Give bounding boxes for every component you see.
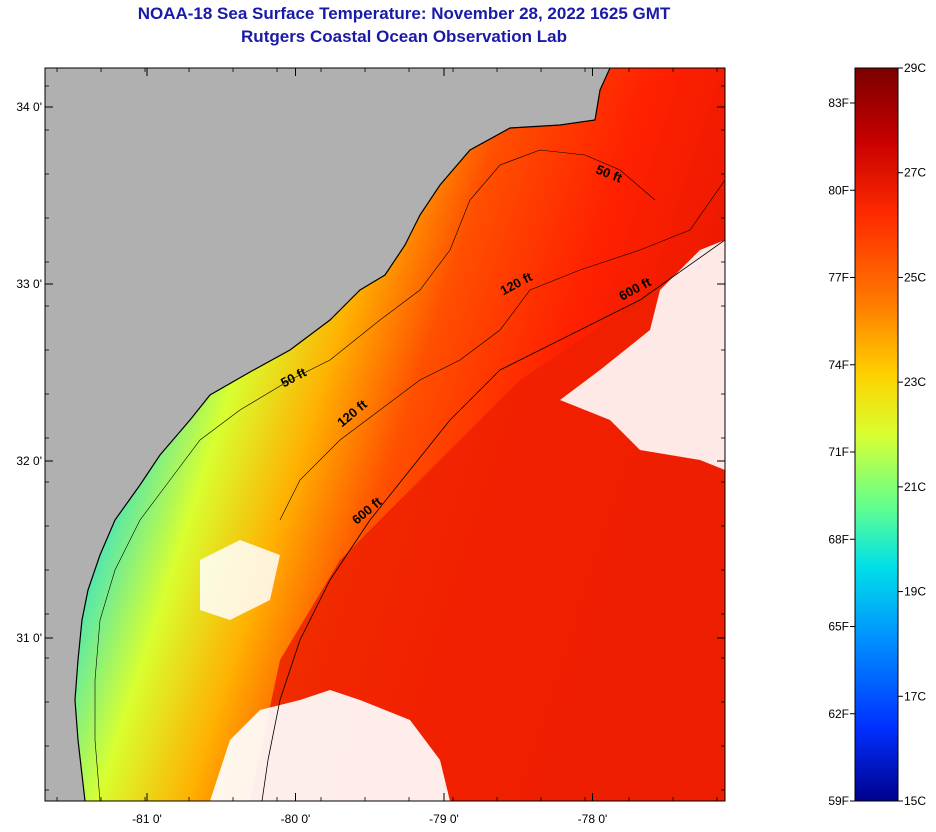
fahrenheit-label: 65F: [828, 620, 849, 634]
lat-tick-label: 33 0': [16, 277, 42, 291]
fahrenheit-label: 83F: [828, 96, 849, 110]
celsius-label: 19C: [904, 585, 926, 599]
lat-tick-label: 32 0': [16, 454, 42, 468]
cloud-mask-southwest: [200, 540, 280, 620]
fahrenheit-label: 74F: [828, 358, 849, 372]
lat-tick-label: 31 0': [16, 631, 42, 645]
lon-tick-label: -78 0': [578, 812, 608, 826]
fahrenheit-label: 80F: [828, 183, 849, 197]
celsius-label: 27C: [904, 166, 926, 180]
lon-tick-label: -81 0': [132, 812, 162, 826]
lat-tick-label: 34 0': [16, 100, 42, 114]
map-subtitle: Rutgers Coastal Ocean Observation Lab: [241, 27, 567, 46]
land-mass: [45, 68, 610, 801]
temperature-colorbar: 29C 27C 25C 23C 21C 19C 17C 15C 83F 80F 77F 74F 71F 6…: [828, 61, 926, 808]
cloud-mask-east: [560, 240, 725, 470]
coastline: [74, 68, 611, 801]
celsius-label: 23C: [904, 375, 926, 389]
fahrenheit-label: 71F: [828, 445, 849, 459]
colorbar-ramp: [854, 67, 899, 802]
fahrenheit-label: 59F: [828, 794, 849, 808]
lon-tick-label: -80 0': [281, 812, 311, 826]
celsius-label: 25C: [904, 270, 926, 284]
celsius-label: 21C: [904, 480, 926, 494]
lon-tick-label: -79 0': [429, 812, 459, 826]
cloud-mask-south: [210, 690, 450, 801]
celsius-label: 15C: [904, 794, 926, 808]
isobath-50ft: [94, 149, 656, 801]
colorbar-labels: 29C 27C 25C 23C 21C 19C 17C 15C 83F 80F 77F 74F 71F 6…: [828, 61, 926, 808]
graticule: -81 0' -80 0' -79 0' -78 0' 34 0' 33 0' 32 0' 3…: [16, 68, 725, 826]
map-frame: [44, 67, 726, 802]
fahrenheit-label: 77F: [828, 271, 849, 285]
isobath-120ft: [279, 179, 725, 521]
celsius-label: 17C: [904, 689, 926, 703]
fahrenheit-label: 62F: [828, 707, 849, 721]
isobath-600ft: [261, 239, 725, 801]
map-title: NOAA-18 Sea Surface Temperature: Novembe…: [137, 4, 671, 23]
celsius-label: 29C: [904, 61, 926, 75]
fahrenheit-label: 68F: [828, 532, 849, 546]
